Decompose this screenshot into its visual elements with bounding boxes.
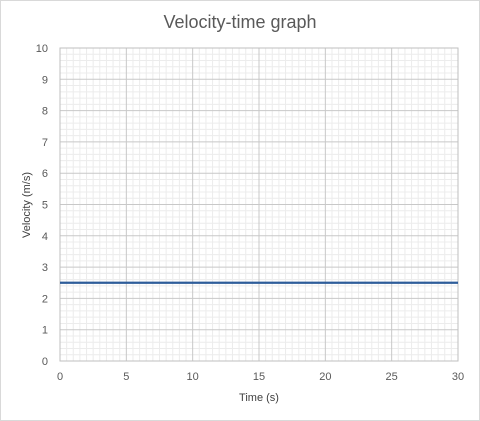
y-tick-labels: 0 1 2 3 4 5 6 7 8 9 10 bbox=[36, 43, 48, 368]
x-tick-label: 30 bbox=[452, 371, 464, 383]
y-tick-label: 0 bbox=[42, 356, 48, 368]
y-tick-label: 4 bbox=[42, 231, 48, 243]
y-tick-label: 5 bbox=[42, 200, 48, 212]
x-tick-label: 5 bbox=[123, 371, 129, 383]
y-tick-label: 2 bbox=[42, 293, 48, 305]
x-tick-label: 0 bbox=[57, 371, 63, 383]
y-tick-label: 8 bbox=[42, 106, 48, 118]
x-tick-label: 10 bbox=[187, 371, 199, 383]
y-tick-label: 10 bbox=[36, 43, 48, 55]
y-tick-label: 1 bbox=[42, 325, 48, 337]
x-axis-label: Time (s) bbox=[239, 392, 279, 404]
chart-title: Velocity-time graph bbox=[163, 12, 316, 32]
y-tick-label: 3 bbox=[42, 262, 48, 274]
plot-border bbox=[59, 47, 459, 362]
x-tick-label: 15 bbox=[253, 371, 265, 383]
x-tick-labels: 0 5 10 15 20 25 30 bbox=[57, 371, 464, 383]
x-tick-label: 25 bbox=[386, 371, 398, 383]
y-axis-label: Velocity (m/s) bbox=[21, 172, 33, 238]
x-tick-label: 20 bbox=[319, 371, 331, 383]
plot-area bbox=[59, 47, 459, 362]
y-tick-label: 9 bbox=[42, 74, 48, 86]
y-tick-label: 6 bbox=[42, 168, 48, 180]
y-tick-label: 7 bbox=[42, 137, 48, 149]
